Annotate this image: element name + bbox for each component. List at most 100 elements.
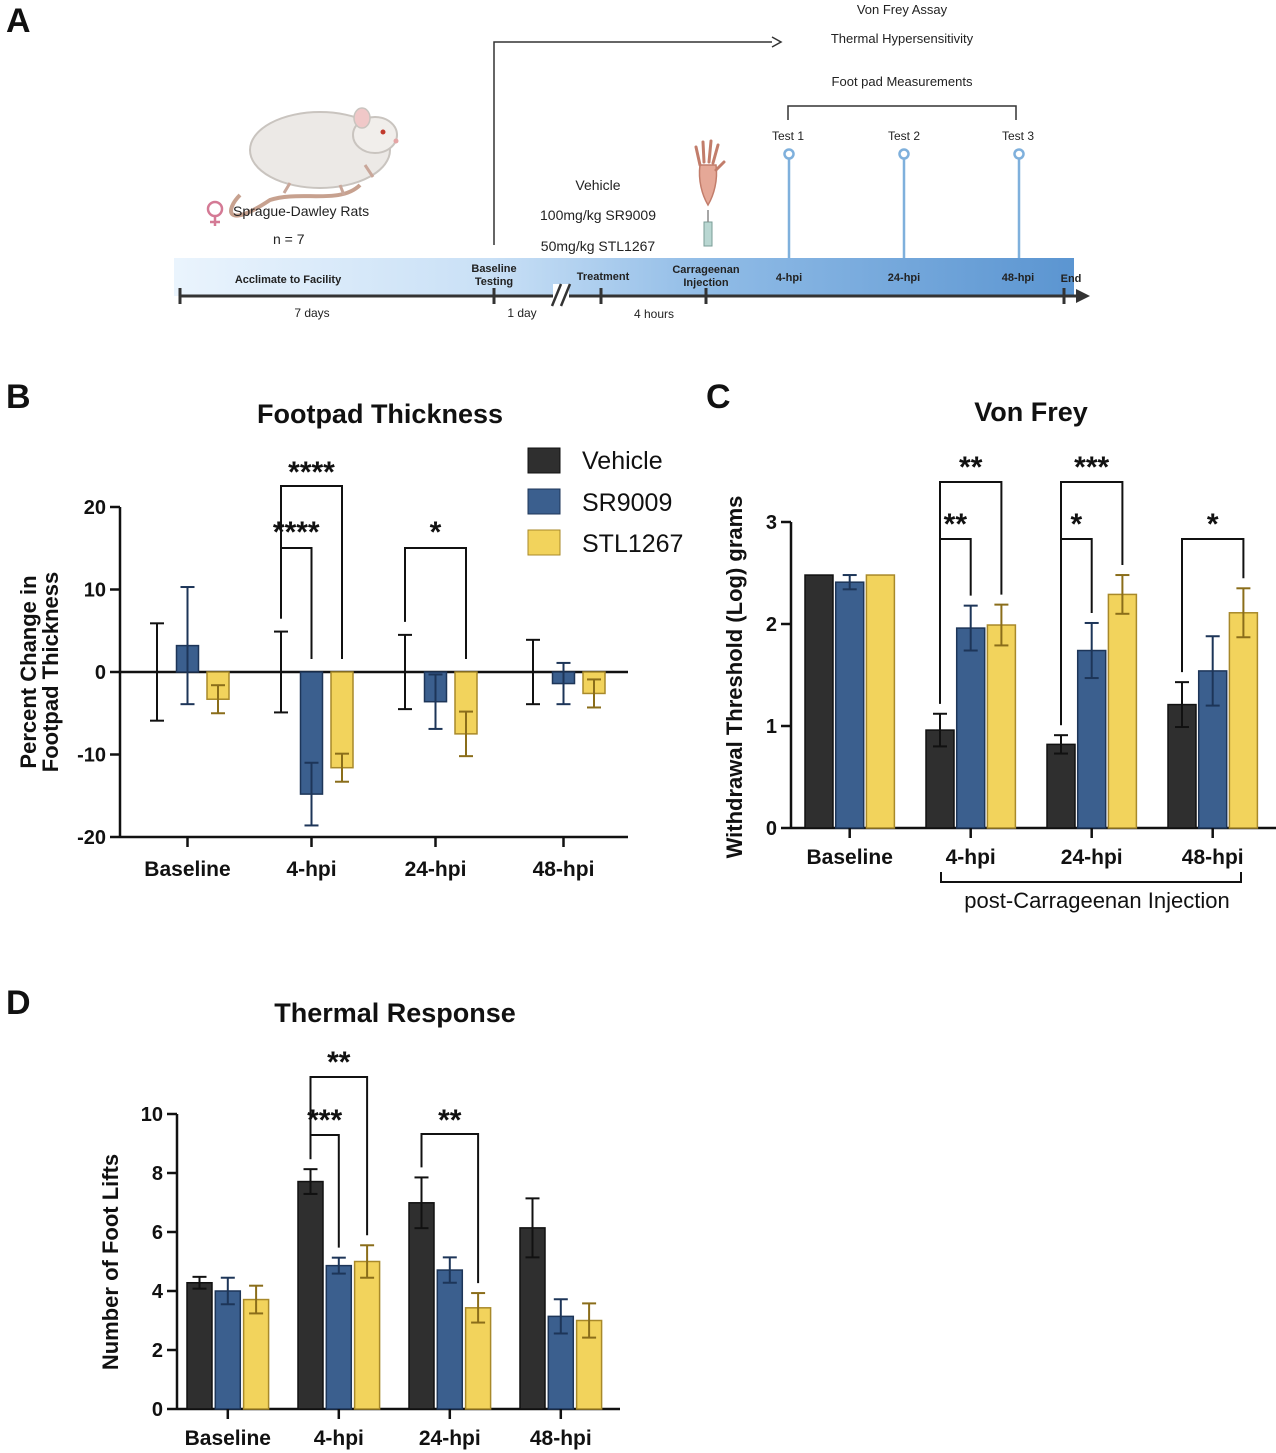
bar-c-stl1267-4-hpi (986, 624, 1017, 829)
chart-d-ytick-label-0: 0 (152, 1399, 163, 1421)
n-label: n = 7 (273, 231, 305, 247)
chart-c-ytick-label-1: 1 (766, 716, 777, 738)
chart-b-ytick-label-1: -10 (77, 745, 106, 767)
chart-c-category-label-0: Baseline (807, 846, 893, 869)
chart-c-ylabel: Withdrawal Threshold (Log) grams (722, 496, 747, 859)
phase-treatment: Treatment (577, 271, 630, 283)
bar-c-vehicle-24-hpi (1046, 743, 1076, 829)
axis-break-left (550, 283, 563, 307)
chart-b-ytick-label-0: -20 (77, 827, 106, 849)
sig-label-b-0: **** (273, 516, 320, 549)
sig-label-c-2: * (1071, 508, 1083, 541)
phase-48hpi: 48-hpi (1002, 272, 1034, 284)
legend-label-vehicle: Vehicle (582, 447, 663, 475)
chart-b-category-label-1: 4-hpi (286, 858, 336, 881)
chart-b-ytick-label-3: 10 (84, 580, 106, 602)
legend-label-sr9009: SR9009 (582, 489, 672, 517)
bar-c-stl1267-48-hpi (1228, 612, 1259, 829)
chart-d-ytick-label-5: 10 (141, 1104, 163, 1126)
rat-ear (353, 107, 371, 129)
chart-b-category-label-2: 24-hpi (405, 858, 467, 881)
panel-letter-b: B (6, 378, 31, 416)
duration-1-day: 1 day (507, 306, 536, 320)
assay-thermal: Thermal Hypersensitivity (831, 31, 974, 46)
sig-label-c-1: ** (959, 451, 983, 484)
legend-swatch-stl1267 (527, 529, 561, 556)
legend-swatch-sr9009 (527, 488, 561, 515)
treatment-vehicle: Vehicle (575, 177, 620, 193)
chart-b-ylabel-line1: Percent Change in (16, 575, 41, 768)
chart-b-legend: Vehicle SR9009 STL1267 (527, 447, 683, 558)
sig-label-d-1: ** (327, 1046, 351, 1079)
chart-b-category-label-0: Baseline (144, 858, 230, 881)
phase-carrageenan-line2: Injection (683, 277, 729, 289)
chart-c-ytick-label-0: 0 (766, 818, 777, 840)
sig-bracket-d-2 (420, 1133, 480, 1284)
rat-tail (229, 183, 362, 218)
panel-b: B Footpad Thickness Percent Change in Fo… (6, 378, 683, 881)
timeline-axis (178, 283, 1090, 308)
treatment-stl1267: 50mg/kg STL1267 (541, 238, 656, 254)
rat-eye (380, 129, 386, 135)
bar-c-sr9009-24-hpi (1076, 649, 1107, 829)
test-pins: Test 1 Test 2 Test 3 (772, 129, 1034, 260)
sig-bracket-c-4 (1181, 538, 1245, 673)
timeline-band (174, 258, 1074, 296)
test-1-pin-head (783, 148, 795, 160)
rat-nose (393, 138, 399, 144)
chart-d-category-label-1: 4-hpi (314, 1427, 364, 1450)
species-label: Sprague-Dawley Rats (233, 203, 369, 219)
rat-illustration (229, 107, 399, 218)
phase-carrageenan-line1: Carrageenan (672, 264, 740, 276)
chart-c-group-note: post-Carrageenan Injection (964, 888, 1229, 913)
sig-label-c-3: *** (1074, 451, 1109, 484)
sig-bracket-d-1 (309, 1076, 369, 1236)
chart-b-title: Footpad Thickness (257, 399, 503, 429)
bar-d-sr9009-baseline (214, 1290, 242, 1410)
legend-label-stl1267: STL1267 (582, 530, 683, 558)
bar-c-stl1267-baseline (865, 574, 896, 829)
chart-b-ylabel-line2: Footpad Thickness (38, 572, 63, 772)
panel-letter-a: A (6, 2, 31, 40)
chart-d-title: Thermal Response (274, 998, 516, 1028)
sig-bracket-c-3 (1060, 481, 1124, 726)
chart-d-ytick-label-3: 6 (152, 1222, 163, 1244)
bar-d-vehicle-4-hpi (297, 1180, 324, 1410)
bar-c-sr9009-4-hpi (955, 627, 986, 829)
panel-letter-c: C (706, 378, 731, 416)
sig-label-d-0: *** (307, 1104, 342, 1137)
panel-d: D Thermal Response Number of Foot Lifts … (6, 984, 620, 1450)
test-3-label: Test 3 (1002, 129, 1034, 143)
assay-arrowhead (771, 36, 783, 48)
bar-c-sr9009-baseline (834, 581, 865, 829)
bar-d-stl1267-4-hpi (353, 1260, 381, 1410)
chart-b-ytick-label-2: 0 (95, 662, 106, 684)
phase-baseline-line1: Baseline (471, 263, 516, 275)
panel-a: A Sprague-Dawley Rats n = 7 Von Frey Ass… (6, 2, 1090, 321)
bar-d-vehicle-24-hpi (408, 1202, 435, 1410)
tests-bracket (787, 105, 1017, 120)
sig-label-b-1: **** (288, 456, 335, 489)
chart-c-ytick-label-3: 3 (766, 512, 777, 534)
chart-d-category-label-2: 24-hpi (419, 1427, 481, 1450)
phase-4hpi: 4-hpi (776, 272, 802, 284)
assay-foot-pad: Foot pad Measurements (832, 74, 973, 89)
phase-baseline-line2: Testing (475, 276, 513, 288)
chart-d-ytick-label-1: 2 (152, 1340, 163, 1362)
chart-c-category-label-2: 24-hpi (1061, 846, 1123, 869)
test-2-label: Test 2 (888, 129, 920, 143)
sig-label-c-4: * (1207, 508, 1219, 541)
chart-c-category-label-3: 48-hpi (1182, 846, 1244, 869)
chart-d-ylabel: Number of Foot Lifts (98, 1154, 123, 1370)
bar-c-stl1267-24-hpi (1107, 593, 1138, 829)
duration-7-days: 7 days (294, 306, 329, 320)
chart-c-category-label-1: 4-hpi (946, 846, 996, 869)
chart-d-ytick-label-4: 8 (152, 1163, 163, 1185)
chart-c-ytick-label-2: 2 (766, 614, 777, 636)
phase-24hpi: 24-hpi (888, 272, 920, 284)
assay-von-frey: Von Frey Assay (857, 2, 948, 17)
